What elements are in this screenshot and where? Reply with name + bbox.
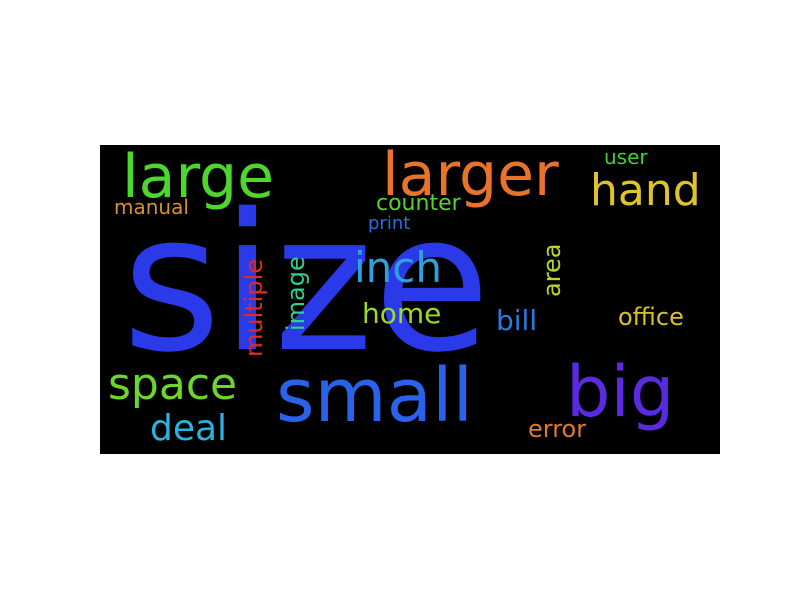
word-print: print	[368, 213, 411, 234]
word-inch: inch	[354, 243, 442, 292]
word-area: area	[538, 243, 566, 297]
word-large: large	[122, 145, 275, 212]
word-big: big	[566, 351, 675, 433]
word-hand: hand	[590, 165, 701, 216]
word-image: image	[282, 256, 310, 331]
word-cloud: size large larger hand user manual count…	[100, 145, 720, 454]
word-small: small	[276, 353, 474, 439]
word-deal: deal	[150, 408, 228, 449]
word-bill: bill	[496, 304, 538, 337]
word-error: error	[528, 415, 587, 443]
word-size: size	[122, 173, 491, 394]
word-space: space	[108, 359, 238, 410]
word-counter: counter	[376, 191, 461, 216]
word-manual: manual	[114, 195, 189, 219]
word-multiple: multiple	[240, 258, 268, 357]
word-home: home	[362, 297, 442, 330]
word-office: office	[618, 303, 684, 331]
word-user: user	[604, 145, 648, 169]
word-larger: larger	[382, 145, 559, 210]
